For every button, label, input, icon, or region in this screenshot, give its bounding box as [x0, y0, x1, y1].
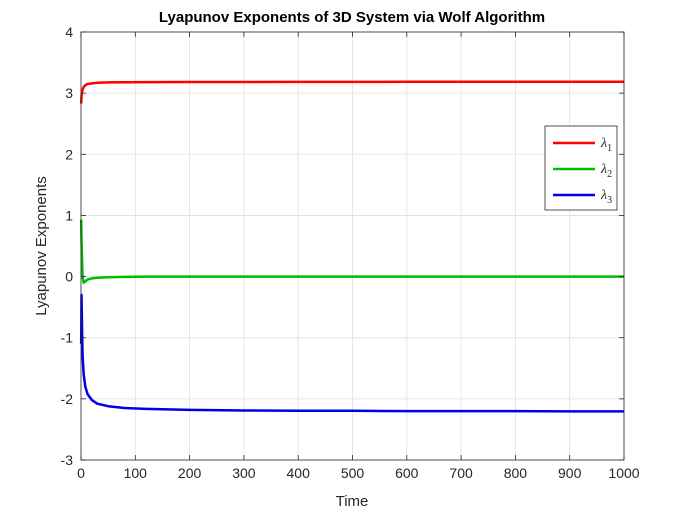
x-tick-label: 100	[124, 465, 148, 481]
legend-label: λ3	[600, 188, 612, 206]
legend-label: λ1	[600, 136, 612, 154]
x-tick-label: 500	[341, 465, 365, 481]
y-tick-label: 4	[65, 24, 73, 40]
x-tick-label: 600	[395, 465, 419, 481]
y-tick-label: 1	[65, 207, 73, 223]
x-tick-label: 200	[178, 465, 202, 481]
series-line-1	[79, 80, 624, 104]
legend-label-subscript: 1	[607, 143, 612, 154]
y-tick-label: 3	[65, 85, 73, 101]
y-tick-label: 0	[65, 269, 73, 285]
series-line-3	[79, 293, 624, 413]
y-tick-label: -2	[61, 391, 74, 407]
x-tick-label: 900	[558, 465, 582, 481]
legend-label-symbol: λ	[600, 136, 607, 151]
x-tick-label: 1000	[608, 465, 639, 481]
x-tick-label: 800	[504, 465, 528, 481]
legend-label-subscript: 3	[607, 195, 612, 206]
legend-label: λ2	[600, 162, 612, 180]
y-axis-label: Lyapunov Exponents	[33, 176, 50, 316]
legend-label-subscript: 2	[607, 169, 612, 180]
ticks: 0 100 200 300 400 500 600 700 800 900 1000 -3 -2 -1 0 1…	[61, 24, 640, 481]
series-layer	[79, 80, 624, 413]
chart-title: Lyapunov Exponents of 3D System via Wolf…	[159, 9, 545, 26]
series-line-2	[79, 219, 624, 284]
y-tick-label: -3	[61, 452, 74, 468]
x-tick-label: 400	[287, 465, 311, 481]
x-tick-label: 700	[449, 465, 473, 481]
y-tick-label: 2	[65, 146, 73, 162]
x-axis-label: Time	[336, 493, 369, 510]
x-tick-label: 0	[77, 465, 85, 481]
legend-label-symbol: λ	[600, 162, 607, 177]
x-tick-label: 300	[232, 465, 256, 481]
legend-label-symbol: λ	[600, 188, 607, 203]
y-tick-label: -1	[61, 330, 74, 346]
